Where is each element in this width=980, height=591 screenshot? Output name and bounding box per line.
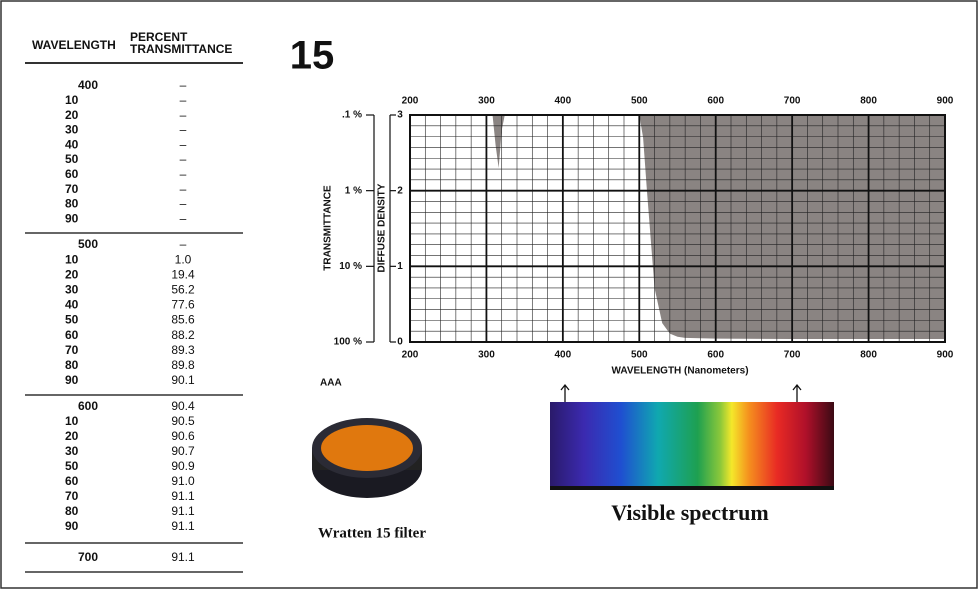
transmittance-cell: – <box>180 137 187 151</box>
transmittance-cell: 88.2 <box>171 328 195 342</box>
wavelength-cell: 600 <box>78 399 98 413</box>
caption: Visible spectrum <box>611 500 768 525</box>
x-tick-label: 800 <box>860 96 877 107</box>
transmittance-cell: 91.1 <box>171 550 195 564</box>
wavelength-cell: 60 <box>65 167 79 181</box>
page: WAVELENGTH PERCENT TRANSMITTANCE 15 AAA … <box>0 0 980 591</box>
transmittance-cell: – <box>180 108 187 122</box>
wavelength-cell: 500 <box>78 237 98 251</box>
caption: Wratten 15 filter <box>318 525 426 541</box>
transmittance-cell: 19.4 <box>171 267 195 281</box>
wavelength-cell: 50 <box>65 313 79 327</box>
transmittance-cell: 90.7 <box>171 444 195 458</box>
col-header: TRANSMITTANCE <box>130 42 232 56</box>
transmittance-cell: 90.4 <box>171 399 195 413</box>
x-tick-label: 700 <box>784 96 801 107</box>
wavelength-cell: 30 <box>65 444 79 458</box>
wavelength-cell: 30 <box>65 123 79 137</box>
transmittance-cell: – <box>180 211 187 225</box>
y2-tick-label: 1 % <box>345 185 362 196</box>
transmittance-cell: 91.1 <box>171 519 195 533</box>
transmittance-cell: 90.6 <box>171 429 195 443</box>
wavelength-cell: 90 <box>65 373 79 387</box>
y2-axis-label: TRANSMITTANCE <box>323 185 334 271</box>
wavelength-cell: 40 <box>65 298 79 312</box>
x-tick-label: 500 <box>631 96 648 107</box>
y-tick-label: 0 <box>397 337 403 348</box>
col-header: WAVELENGTH <box>32 38 116 52</box>
x-tick-label: 700 <box>784 350 801 361</box>
wavelength-cell: 80 <box>65 358 79 372</box>
y-tick-label: 1 <box>397 261 403 272</box>
x-tick-label: 600 <box>707 350 724 361</box>
annotation: AAA <box>320 378 342 389</box>
x-tick-label: 300 <box>478 350 495 361</box>
transmittance-cell: 89.8 <box>171 358 195 372</box>
filter-image <box>312 418 422 498</box>
wavelength-cell: 20 <box>65 108 79 122</box>
chart-title: 15 <box>290 34 335 78</box>
wavelength-cell: 80 <box>65 504 79 518</box>
wavelength-cell: 50 <box>65 459 79 473</box>
x-tick-label: 300 <box>478 96 495 107</box>
transmittance-cell: 85.6 <box>171 313 195 327</box>
transmittance-cell: – <box>180 152 187 166</box>
wavelength-cell: 700 <box>78 550 98 564</box>
wavelength-cell: 60 <box>65 474 79 488</box>
wavelength-cell: 90 <box>65 519 79 533</box>
transmittance-cell: 90.9 <box>171 459 195 473</box>
transmittance-cell: 56.2 <box>171 282 195 296</box>
wavelength-cell: 20 <box>65 429 79 443</box>
transmittance-cell: 91.0 <box>171 474 195 488</box>
x-tick-label: 500 <box>631 350 648 361</box>
wavelength-cell: 40 <box>65 137 79 151</box>
wavelength-cell: 90 <box>65 211 79 225</box>
transmittance-cell: – <box>180 78 187 92</box>
transmittance-cell: – <box>180 167 187 181</box>
transmittance-cell: – <box>180 123 187 137</box>
transmittance-cell: 91.1 <box>171 504 195 518</box>
wavelength-cell: 70 <box>65 489 79 503</box>
x-tick-label: 800 <box>860 350 877 361</box>
x-tick-label: 200 <box>402 350 419 361</box>
x-tick-label: 900 <box>937 350 954 361</box>
y-tick-label: 2 <box>397 185 403 196</box>
wavelength-cell: 80 <box>65 197 79 211</box>
y2-tick-label: 100 % <box>334 337 362 348</box>
spectrum-image <box>550 402 834 488</box>
transmittance-cell: 90.5 <box>171 414 195 428</box>
wavelength-cell: 60 <box>65 328 79 342</box>
spectrum-base <box>550 486 834 490</box>
x-tick-label: 900 <box>937 96 954 107</box>
y-axis-label: DIFFUSE DENSITY <box>377 183 388 272</box>
transmittance-cell: 1.0 <box>175 252 192 266</box>
wavelength-cell: 50 <box>65 152 79 166</box>
x-tick-label: 200 <box>402 96 419 107</box>
y-tick-label: 3 <box>397 110 403 121</box>
y2-tick-label: .1 % <box>342 110 362 121</box>
transmittance-cell: – <box>180 237 187 251</box>
transmittance-cell: 77.6 <box>171 298 195 312</box>
x-tick-label: 600 <box>707 96 724 107</box>
x-tick-label: 400 <box>555 350 572 361</box>
y2-tick-label: 10 % <box>339 261 362 272</box>
wavelength-cell: 70 <box>65 343 79 357</box>
wavelength-cell: 10 <box>65 93 79 107</box>
wavelength-cell: 400 <box>78 78 98 92</box>
wavelength-cell: 10 <box>65 252 79 266</box>
wavelength-cell: 10 <box>65 414 79 428</box>
transmittance-cell: – <box>180 182 187 196</box>
x-tick-label: 400 <box>555 96 572 107</box>
transmittance-cell: 91.1 <box>171 489 195 503</box>
wavelength-cell: 70 <box>65 182 79 196</box>
transmittance-cell: – <box>180 197 187 211</box>
wavelength-cell: 30 <box>65 282 79 296</box>
transmittance-cell: – <box>180 93 187 107</box>
transmittance-cell: 89.3 <box>171 343 195 357</box>
transmittance-cell: 90.1 <box>171 373 195 387</box>
wavelength-cell: 20 <box>65 267 79 281</box>
x-axis-label: WAVELENGTH (Nanometers) <box>611 366 748 377</box>
